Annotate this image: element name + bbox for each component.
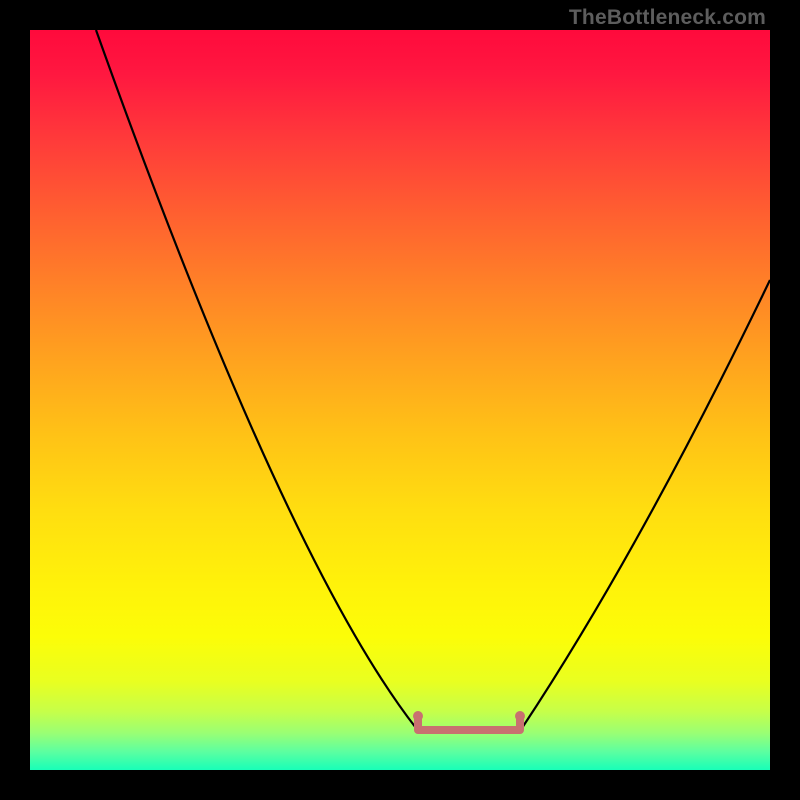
optimum-marker-dot-right — [515, 711, 525, 721]
watermark-text: TheBottleneck.com — [569, 6, 766, 30]
plot-area — [30, 30, 770, 770]
curve-layer — [30, 30, 770, 770]
curve-right-branch — [522, 280, 770, 728]
optimum-marker-dot-left — [413, 711, 423, 721]
chart-frame: TheBottleneck.com — [0, 0, 800, 800]
optimum-marker-line — [418, 716, 520, 730]
curve-left-branch — [96, 30, 416, 728]
